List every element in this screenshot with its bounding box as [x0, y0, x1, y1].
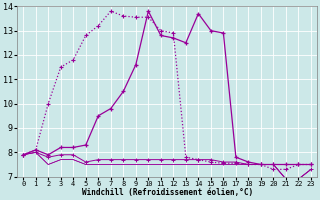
X-axis label: Windchill (Refroidissement éolien,°C): Windchill (Refroidissement éolien,°C)	[82, 188, 253, 197]
